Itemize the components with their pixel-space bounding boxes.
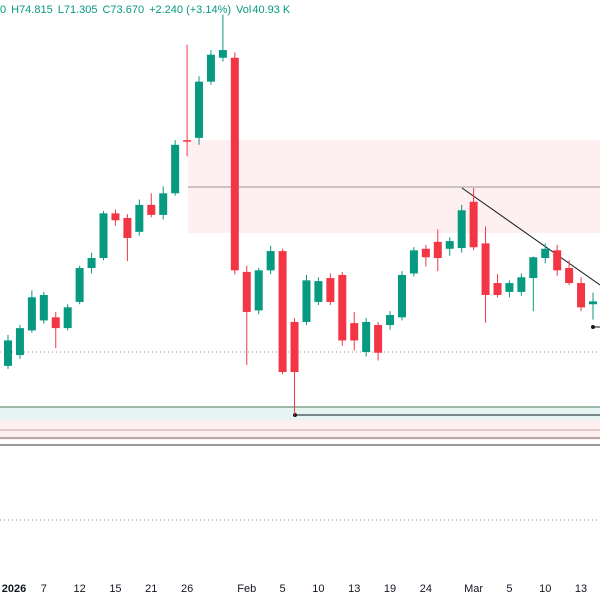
candle-body	[230, 57, 239, 271]
header-item: +2.240 (+3.14%)	[149, 4, 231, 16]
candle-body	[529, 257, 538, 279]
candle-body	[362, 321, 371, 352]
candle-body	[195, 81, 204, 138]
candle-body	[350, 323, 359, 341]
candles	[4, 14, 597, 416]
candle-body	[242, 271, 251, 312]
header-item: C73.670	[102, 4, 144, 16]
candle-body	[51, 317, 60, 329]
candle-body	[27, 297, 36, 331]
candle-body	[123, 217, 132, 238]
x-tick-label: 7	[41, 583, 47, 595]
x-tick-label: 15	[109, 583, 121, 595]
candle-body	[290, 321, 299, 373]
candle-body	[15, 328, 24, 356]
candle-body	[517, 277, 526, 292]
candle-body	[111, 213, 120, 221]
x-tick-label: Feb	[237, 583, 256, 595]
x-tick-label: 26	[181, 583, 193, 595]
candle-body	[99, 213, 108, 259]
x-tick-label: Mar	[464, 583, 483, 595]
candle-body	[505, 283, 514, 292]
candle-body	[553, 250, 562, 271]
candle-body	[39, 294, 48, 321]
candle-body	[254, 270, 263, 311]
candle-body	[397, 274, 406, 318]
candle-body	[409, 250, 418, 274]
candle-body	[147, 204, 156, 215]
candle-body	[481, 243, 490, 295]
x-tick-label: 19	[384, 583, 396, 595]
candle-body	[457, 210, 466, 249]
candle-body	[302, 280, 311, 322]
candle-body	[577, 283, 586, 308]
candle-body	[445, 241, 454, 249]
x-tick-label: 5	[506, 583, 512, 595]
candle-body	[87, 258, 96, 269]
candle-body	[171, 144, 180, 194]
candle-body	[278, 251, 287, 373]
candle-body	[565, 268, 574, 284]
candle-body	[206, 54, 215, 82]
x-axis: 2026 7 12 15 21 26 Feb 5 10 13 19 24 Mar 5 10 13	[2, 583, 587, 595]
x-tick-label: 2026	[2, 583, 26, 595]
candle-body	[63, 307, 72, 329]
candle-body	[326, 278, 335, 302]
header-item: 0	[0, 4, 6, 16]
x-tick-label: 13	[575, 583, 587, 595]
x-tick-label: 5	[280, 583, 286, 595]
candle-body	[135, 204, 144, 232]
candle-body	[314, 281, 323, 302]
x-tick-label: 24	[420, 583, 432, 595]
x-tick-label: 10	[539, 583, 551, 595]
header-item: L71.305	[58, 4, 98, 16]
candle-body	[386, 315, 395, 326]
candle-body	[469, 201, 478, 248]
x-tick-label: 13	[348, 583, 360, 595]
candle-body	[159, 193, 168, 215]
x-tick-label: 12	[74, 583, 86, 595]
candle-body	[218, 50, 227, 58]
candle-body	[421, 248, 430, 258]
demand-zone	[0, 407, 600, 420]
candle-body	[338, 274, 347, 341]
ohlc-header: 0 H74.815 L71.305 C73.670 +2.240 (+3.14%) Vol…	[0, 4, 291, 16]
candle-body	[433, 241, 442, 259]
x-tick-label: 10	[312, 583, 324, 595]
x-tick-label: 21	[145, 583, 157, 595]
candle-body	[183, 140, 192, 142]
candle-body	[374, 325, 383, 353]
candle-body	[589, 301, 597, 305]
candle-body	[541, 248, 550, 259]
candle-body	[4, 340, 12, 366]
candle-body	[493, 283, 502, 295]
header-item: Vol	[236, 4, 251, 16]
candle-body	[75, 268, 84, 302]
ray-anchor	[591, 325, 595, 329]
candle-body	[266, 251, 275, 271]
header-item: H74.815	[11, 4, 53, 16]
trend-line	[461, 187, 600, 286]
header-item: 40.93 K	[252, 4, 291, 16]
